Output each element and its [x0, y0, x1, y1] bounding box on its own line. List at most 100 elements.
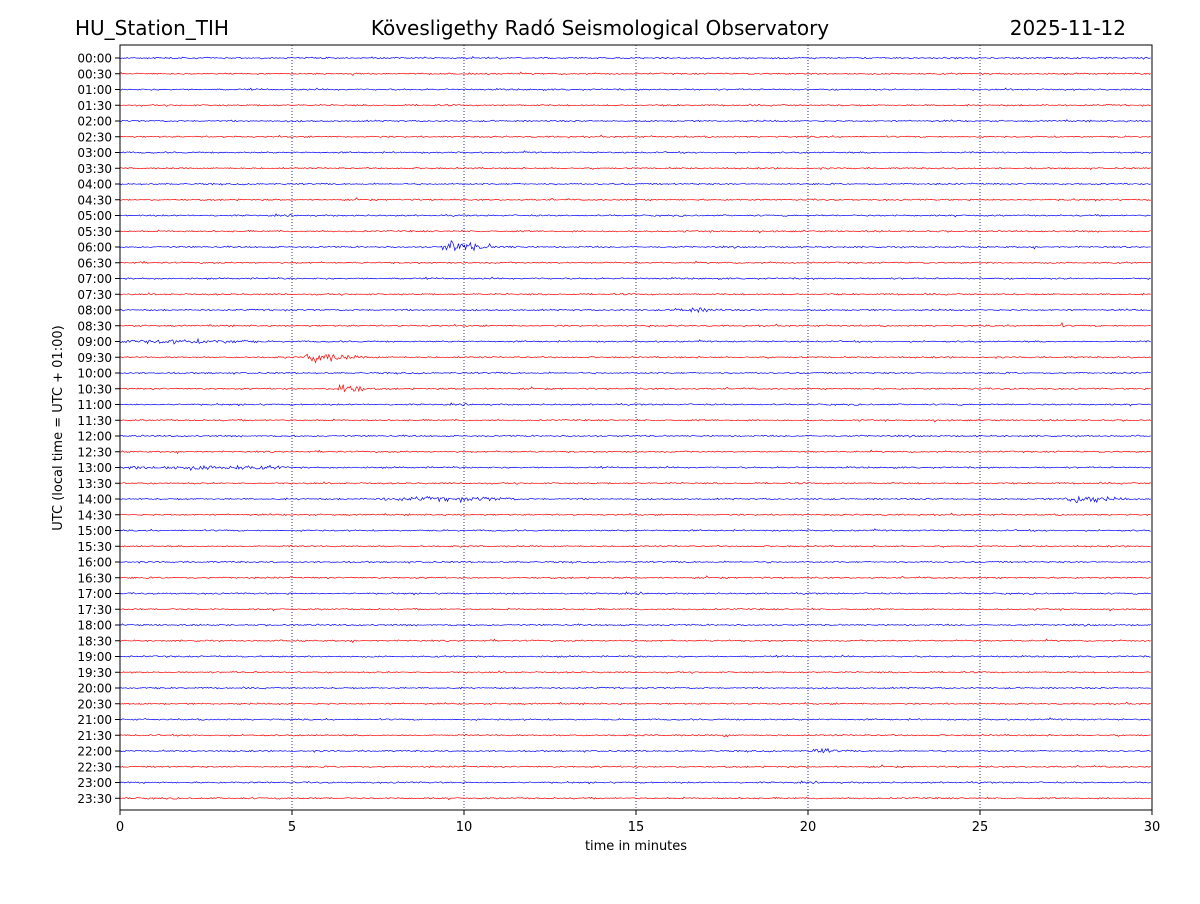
y-tick-label: 10:30 — [77, 382, 112, 396]
y-tick-label: 18:30 — [77, 634, 112, 648]
observatory-title: Kövesligethy Radó Seismological Observat… — [370, 16, 830, 40]
y-tick-label: 06:00 — [77, 241, 112, 255]
x-tick-label: 20 — [800, 820, 817, 835]
trace-1330 — [119, 481, 1151, 485]
y-tick-label: 16:00 — [77, 556, 112, 570]
trace-0400 — [119, 182, 1151, 186]
trace-1230 — [119, 449, 1151, 455]
trace-layer — [119, 55, 1152, 801]
trace-1600 — [119, 560, 1151, 564]
trace-0030 — [119, 71, 1151, 76]
trace-1800 — [119, 623, 1151, 627]
trace-1900 — [119, 654, 1151, 659]
y-tick-label: 17:30 — [77, 603, 112, 617]
x-tick-label: 15 — [628, 820, 645, 835]
trace-2300 — [119, 780, 1151, 785]
trace-0630 — [119, 260, 1151, 265]
x-tick-label: 30 — [1144, 820, 1161, 835]
date-label: 2025-11-12 — [1009, 16, 1126, 40]
y-tick-label: 21:00 — [77, 713, 112, 727]
y-tick-label: 08:00 — [77, 304, 112, 318]
trace-2230 — [119, 764, 1151, 769]
y-tick-label: 17:00 — [77, 587, 112, 601]
trace-2100 — [119, 717, 1151, 722]
trace-2200 — [119, 747, 1151, 754]
trace-1400 — [119, 495, 1151, 504]
trace-0300 — [119, 150, 1152, 154]
y-tick-label: 04:30 — [77, 193, 112, 207]
trace-0500 — [119, 213, 1151, 218]
trace-1500 — [119, 528, 1151, 533]
trace-2030 — [119, 701, 1151, 706]
y-tick-label: 14:30 — [77, 508, 112, 522]
trace-1200 — [119, 434, 1151, 438]
trace-1700 — [119, 591, 1151, 596]
y-tick-label: 01:00 — [77, 83, 112, 97]
x-tick-labels: 0 5 10 15 20 25 30 — [116, 810, 1160, 835]
y-tick-label: 11:00 — [77, 398, 112, 412]
y-tick-label: 18:00 — [77, 619, 112, 633]
trace-2000 — [119, 686, 1151, 690]
trace-0200 — [119, 119, 1151, 123]
x-tick-label: 5 — [288, 820, 296, 835]
y-tick-label: 12:00 — [77, 430, 112, 444]
trace-1100 — [119, 402, 1151, 407]
y-tick-label: 06:30 — [77, 256, 112, 270]
trace-0100 — [119, 87, 1151, 92]
x-tick-label: 0 — [116, 820, 124, 835]
y-tick-label: 03:30 — [77, 162, 112, 176]
y-tick-label: 10:00 — [77, 367, 112, 381]
y-tick-label: 13:30 — [77, 477, 112, 491]
y-tick-label: 21:30 — [77, 729, 112, 743]
y-tick-label: 11:30 — [77, 414, 112, 428]
trace-1030 — [119, 383, 1151, 393]
x-axis-label: time in minutes — [585, 839, 687, 854]
y-tick-label: 22:30 — [77, 760, 112, 774]
y-tick-label: 01:30 — [77, 99, 112, 113]
y-tick-label: 19:30 — [77, 666, 112, 680]
y-tick-label: 04:00 — [77, 178, 112, 192]
station-name: HU_Station_TIH — [75, 16, 229, 40]
y-tick-label: 23:30 — [77, 792, 112, 806]
x-tick-label: 10 — [456, 820, 473, 835]
trace-1130 — [119, 418, 1152, 423]
y-tick-label: 13:00 — [77, 461, 112, 475]
trace-1830 — [119, 638, 1151, 644]
grid-layer — [291, 45, 981, 810]
y-tick-label: 16:30 — [77, 571, 112, 585]
y-tick-label: 15:30 — [77, 540, 112, 554]
y-tick-label: 02:30 — [77, 130, 112, 144]
y-tick-label: 12:30 — [77, 445, 112, 459]
trace-0430 — [119, 197, 1151, 202]
y-tick-label: 15:00 — [77, 524, 112, 538]
y-tick-label: 05:30 — [77, 225, 112, 239]
y-tick-label: 00:00 — [77, 52, 112, 66]
y-tick-label: 20:30 — [77, 697, 112, 711]
y-tick-label: 05:00 — [77, 209, 112, 223]
y-tick-label: 20:00 — [77, 682, 112, 696]
trace-1300 — [119, 464, 1151, 471]
trace-0330 — [119, 166, 1151, 171]
trace-1530 — [119, 544, 1151, 548]
trace-1730 — [119, 607, 1152, 612]
trace-2130 — [119, 733, 1151, 738]
trace-0530 — [119, 229, 1151, 234]
trace-1630 — [119, 575, 1151, 580]
trace-0900 — [119, 337, 1151, 345]
trace-0930 — [119, 353, 1151, 364]
y-tick-label: 09:00 — [77, 335, 112, 349]
y-tick-label: 23:00 — [77, 776, 112, 790]
trace-2330 — [119, 796, 1151, 801]
trace-0700 — [119, 276, 1151, 281]
x-tick-label: 25 — [972, 820, 989, 835]
y-tick-label: 07:30 — [77, 288, 112, 302]
trace-0800 — [119, 307, 1151, 314]
y-tick-label: 22:00 — [77, 745, 112, 759]
y-tick-label: 03:00 — [77, 146, 112, 160]
y-tick-label: 09:30 — [77, 351, 112, 365]
trace-0600 — [119, 240, 1151, 252]
trace-1430 — [119, 512, 1151, 517]
